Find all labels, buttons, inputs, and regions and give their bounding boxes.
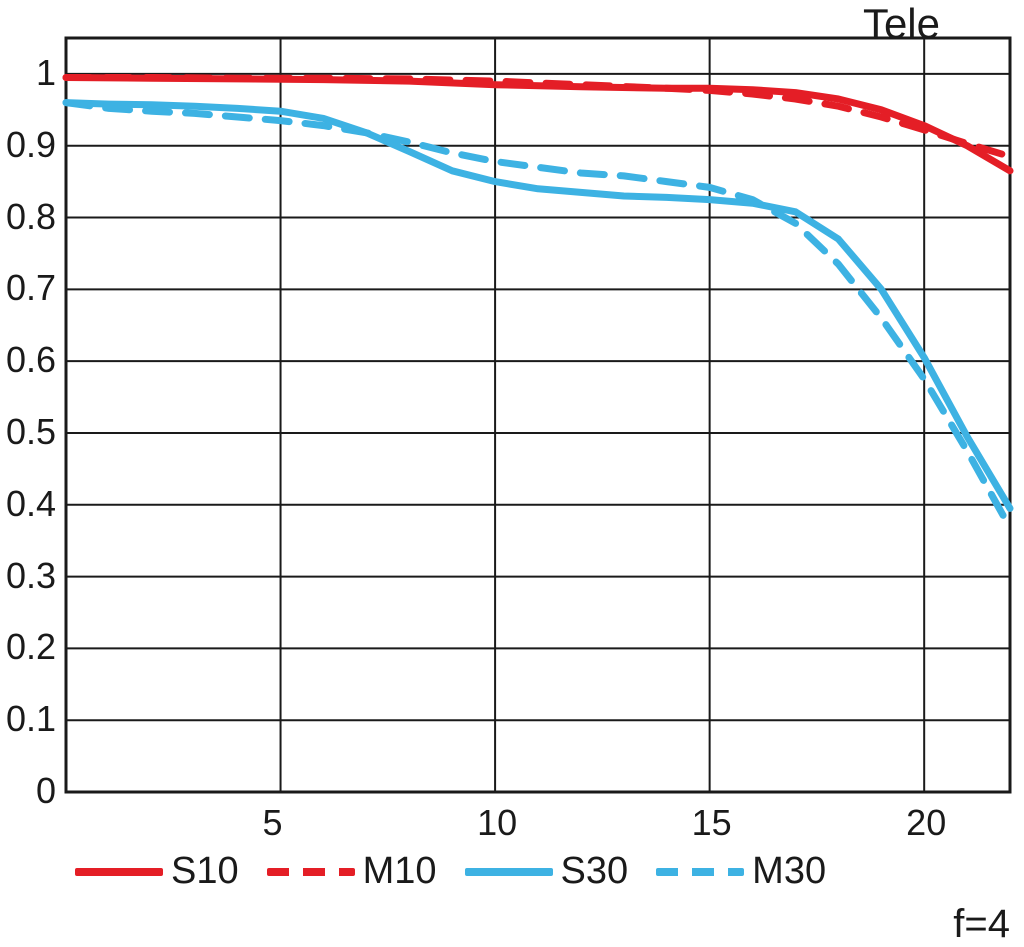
legend-label: S10 (171, 850, 239, 893)
legend-swatch (656, 868, 744, 876)
x-tick-label: 5 (263, 802, 283, 844)
series-M30 (66, 103, 1010, 528)
mtf-chart: Tele S10 M10 S30 M30 f=4 0 0.1 0.2 0.3 0.4 0.5 0.… (0, 0, 1024, 947)
x-tick-label: 10 (477, 802, 517, 844)
x-tick-label: 20 (906, 802, 946, 844)
chart-legend: S10 M10 S30 M30 (75, 850, 826, 893)
legend-swatch (267, 868, 355, 876)
y-tick-label: 0.8 (6, 196, 56, 238)
legend-item-M30: M30 (656, 850, 826, 893)
legend-label: S30 (561, 850, 629, 893)
legend-label: M10 (363, 850, 437, 893)
y-tick-label: 0.6 (6, 339, 56, 381)
y-tick-label: 0 (36, 770, 56, 812)
y-tick-label: 0.3 (6, 555, 56, 597)
legend-item-S30: S30 (465, 850, 629, 893)
y-tick-label: 0.2 (6, 626, 56, 668)
y-tick-label: 0.4 (6, 483, 56, 525)
y-tick-label: 0.9 (6, 124, 56, 166)
legend-label: M30 (752, 850, 826, 893)
legend-item-S10: S10 (75, 850, 239, 893)
legend-swatch (465, 868, 553, 876)
y-tick-label: 0.5 (6, 411, 56, 453)
x-tick-label: 15 (692, 802, 732, 844)
chart-title: Tele (863, 0, 940, 48)
legend-swatch (75, 868, 163, 876)
legend-item-M10: M10 (267, 850, 437, 893)
f-number-label: f=4 (953, 902, 1010, 947)
y-tick-label: 1 (36, 52, 56, 94)
y-tick-label: 0.7 (6, 267, 56, 309)
y-tick-label: 0.1 (6, 698, 56, 740)
series-S10 (66, 78, 1010, 171)
